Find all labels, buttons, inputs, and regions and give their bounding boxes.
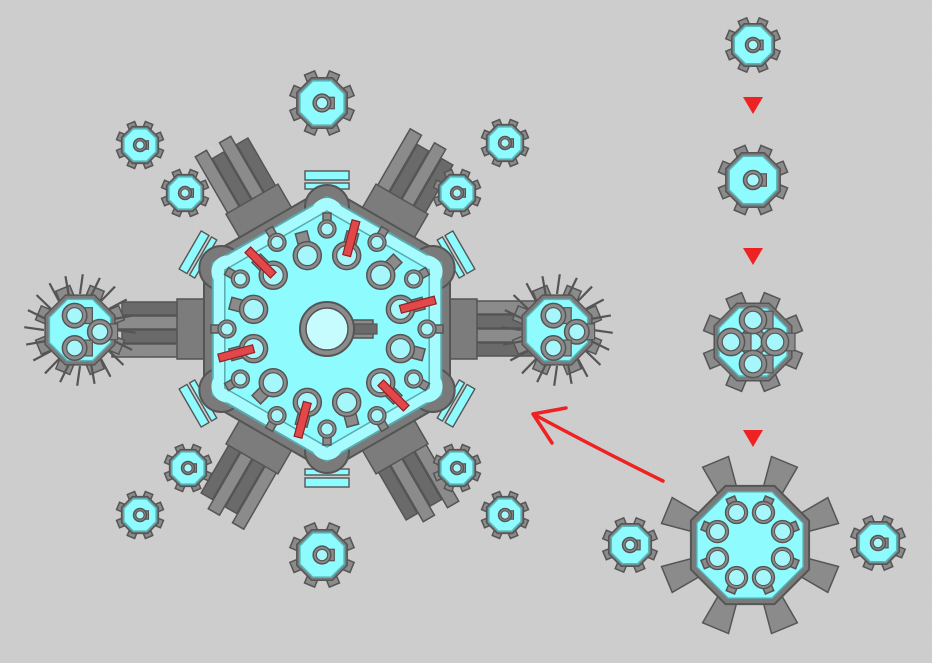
drone-ring bbox=[24, 69, 613, 589]
red-down-triangle-icon bbox=[743, 248, 763, 265]
drone-small bbox=[432, 168, 482, 218]
gatling-barrel bbox=[194, 135, 295, 242]
evolution-stage-1 bbox=[724, 16, 782, 74]
drone-spiked-right bbox=[501, 274, 613, 386]
drone-small bbox=[163, 443, 213, 493]
evolution-chain bbox=[601, 16, 907, 635]
red-curved-arrow-icon bbox=[533, 413, 665, 483]
laser-barrel bbox=[398, 295, 437, 314]
laser-barrel bbox=[342, 219, 361, 258]
laser-barrel bbox=[217, 344, 256, 363]
gatling-barrel bbox=[200, 416, 295, 531]
fortress-boss-body bbox=[111, 127, 543, 531]
drone-small bbox=[601, 516, 659, 574]
laser-barrel bbox=[293, 400, 312, 439]
evolution-stage-2 bbox=[717, 144, 789, 216]
arrows-layer bbox=[531, 97, 763, 483]
evolution-stage-4 bbox=[660, 455, 840, 635]
drone-small bbox=[115, 490, 165, 540]
drone-small bbox=[849, 514, 907, 572]
laser-barrel bbox=[377, 379, 410, 412]
drone-top bbox=[288, 69, 356, 137]
gatling-barrel bbox=[111, 298, 208, 360]
laser-barrel bbox=[244, 246, 277, 279]
drone-small bbox=[432, 443, 482, 493]
evolution-stage-3 bbox=[702, 291, 804, 393]
red-down-triangle-icon bbox=[743, 97, 763, 114]
drone-bottom bbox=[288, 521, 356, 589]
fortress-boss bbox=[111, 127, 543, 531]
red-down-triangle-icon bbox=[743, 430, 763, 447]
drone-small bbox=[160, 168, 210, 218]
drone-spiked-left bbox=[24, 274, 136, 386]
gatling-barrel bbox=[359, 127, 454, 242]
red-arrowhead-icon bbox=[531, 406, 568, 445]
drone-small bbox=[480, 118, 530, 168]
drone-small bbox=[115, 120, 165, 170]
drone-small bbox=[480, 490, 530, 540]
